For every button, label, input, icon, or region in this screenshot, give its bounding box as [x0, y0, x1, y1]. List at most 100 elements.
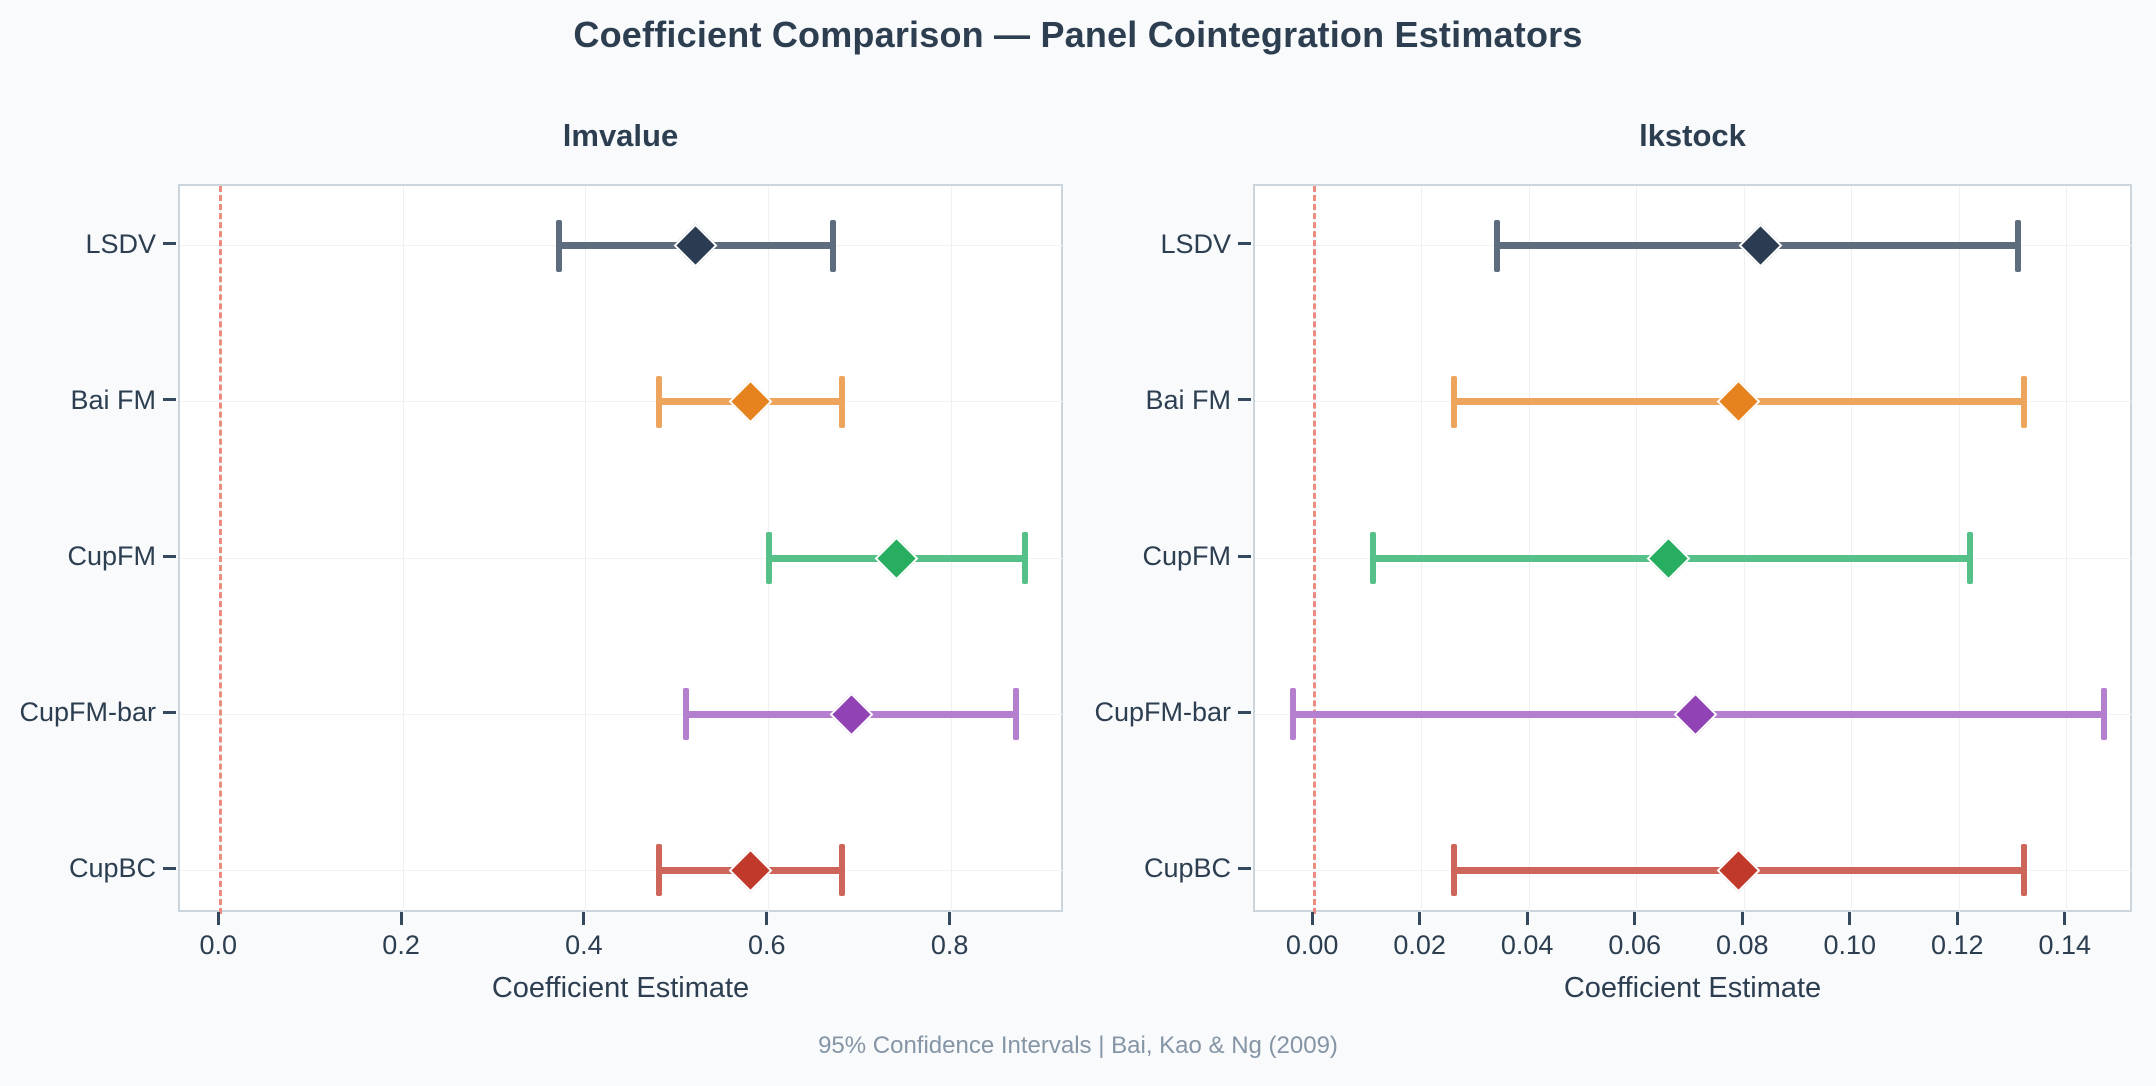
- ci-cap-right: [2015, 219, 2022, 272]
- zero-reference-line: [1312, 186, 1316, 914]
- y-category-label: Bai FM: [70, 384, 156, 415]
- vertical-gridline: [1636, 186, 1638, 914]
- x-axis-label: Coefficient Estimate: [1563, 972, 1822, 1004]
- x-axis-tick: [765, 912, 769, 925]
- y-axis-tick: [1238, 398, 1251, 402]
- x-tick-label: 0.00: [1285, 930, 1339, 960]
- vertical-gridline: [1851, 186, 1853, 914]
- ci-cap-left: [1450, 844, 1457, 897]
- vertical-gridline: [2066, 186, 2068, 914]
- ci-cap-right: [2020, 844, 2027, 897]
- y-axis-tick: [163, 398, 176, 402]
- y-category-label: CupFM-bar: [19, 697, 156, 728]
- x-axis-tick: [1525, 912, 1529, 925]
- point-estimate-marker: [829, 692, 873, 737]
- x-tick-label: 0.8: [930, 930, 969, 960]
- ci-cap-left: [1450, 375, 1457, 428]
- x-axis-tick: [1633, 912, 1637, 925]
- panel-title: lkstock: [1639, 118, 1746, 153]
- x-tick-label: 0.4: [565, 930, 603, 960]
- x-axis-tick: [1955, 912, 1959, 925]
- y-axis-tick: [1238, 866, 1251, 870]
- y-category-label: LSDV: [1160, 228, 1231, 259]
- ci-cap-right: [1967, 532, 1974, 584]
- x-axis-tick: [1418, 912, 1422, 925]
- y-axis-tick: [1238, 710, 1251, 714]
- vertical-gridline: [1743, 186, 1745, 914]
- chart-title: Coefficient Comparison — Panel Cointegra…: [573, 14, 1583, 55]
- y-axis-tick: [163, 866, 176, 870]
- y-category-label: Bai FM: [1145, 384, 1231, 415]
- plot-area: [178, 184, 1065, 914]
- ci-cap-left: [656, 844, 663, 897]
- y-axis-tick: [163, 242, 176, 246]
- x-axis-label: Coefficient Estimate: [491, 972, 750, 1004]
- ci-cap-left: [555, 219, 562, 272]
- x-axis-tick: [582, 912, 586, 925]
- vertical-gridline: [585, 186, 587, 914]
- horizontal-gridline: [180, 401, 1065, 403]
- vertical-gridline: [1528, 186, 1530, 914]
- vertical-gridline: [1421, 186, 1423, 914]
- x-axis-tick: [2063, 912, 2067, 925]
- x-tick-label: 0.06: [1608, 930, 1661, 960]
- ci-cap-left: [683, 688, 690, 741]
- x-tick-label: 0.08: [1715, 930, 1769, 960]
- y-category-label: CupFM: [67, 541, 156, 571]
- ci-cap-left: [765, 532, 772, 584]
- ci-cap-right: [838, 375, 845, 428]
- x-tick-label: 0.6: [747, 930, 786, 960]
- horizontal-gridline: [180, 869, 1065, 871]
- y-axis-tick: [1238, 242, 1251, 246]
- horizontal-gridline: [180, 713, 1065, 715]
- x-tick-label: 0.04: [1500, 930, 1554, 960]
- point-estimate-marker: [673, 223, 718, 268]
- x-tick-label: 0.14: [2038, 930, 2092, 960]
- ci-cap-left: [1289, 688, 1296, 741]
- x-axis-tick: [1310, 912, 1314, 925]
- point-estimate-marker: [1738, 223, 1783, 268]
- point-estimate-marker: [1716, 379, 1761, 424]
- x-tick-label: 0.10: [1823, 930, 1877, 960]
- x-axis-tick: [1848, 912, 1852, 925]
- ci-cap-right: [829, 219, 836, 272]
- y-category-label: CupBC: [68, 853, 156, 884]
- ci-cap-right: [2101, 688, 2108, 741]
- x-axis-tick: [1740, 912, 1744, 925]
- ci-cap-right: [838, 844, 845, 897]
- point-estimate-marker: [874, 536, 919, 580]
- point-estimate-marker: [728, 848, 773, 893]
- zero-reference-line: [218, 186, 222, 914]
- ci-cap-left: [1370, 532, 1377, 584]
- x-tick-label: 0.0: [199, 930, 237, 960]
- point-estimate-marker: [1647, 536, 1691, 580]
- x-axis-tick: [948, 912, 952, 925]
- y-axis-tick: [163, 710, 176, 714]
- x-axis-tick: [216, 912, 220, 925]
- y-category-label: CupFM: [1142, 541, 1231, 571]
- ci-cap-left: [1493, 219, 1500, 272]
- ci-cap-right: [2020, 375, 2027, 428]
- y-category-label: CupFM-bar: [1094, 697, 1231, 728]
- plot-area: [1253, 184, 2134, 914]
- point-estimate-marker: [1716, 848, 1761, 893]
- panel-title: lmvalue: [562, 118, 679, 153]
- y-category-label: CupBC: [1143, 853, 1231, 884]
- x-tick-label: 0.02: [1393, 930, 1446, 960]
- x-axis-tick: [399, 912, 403, 925]
- horizontal-gridline: [180, 557, 1065, 559]
- x-tick-label: 0.12: [1930, 930, 1984, 960]
- ci-cap-right: [1012, 688, 1019, 741]
- x-tick-label: 0.2: [382, 930, 420, 960]
- vertical-gridline: [951, 186, 953, 914]
- y-axis-tick: [163, 554, 176, 558]
- point-estimate-marker: [728, 379, 773, 424]
- y-category-label: LSDV: [85, 228, 156, 259]
- footer-caption: 95% Confidence Intervals | Bai, Kao & Ng…: [818, 1032, 1338, 1059]
- ci-cap-left: [656, 375, 663, 428]
- ci-cap-right: [1021, 532, 1028, 584]
- vertical-gridline: [1958, 186, 1960, 914]
- point-estimate-marker: [1673, 692, 1718, 737]
- vertical-gridline: [402, 186, 404, 914]
- y-axis-tick: [1238, 554, 1251, 558]
